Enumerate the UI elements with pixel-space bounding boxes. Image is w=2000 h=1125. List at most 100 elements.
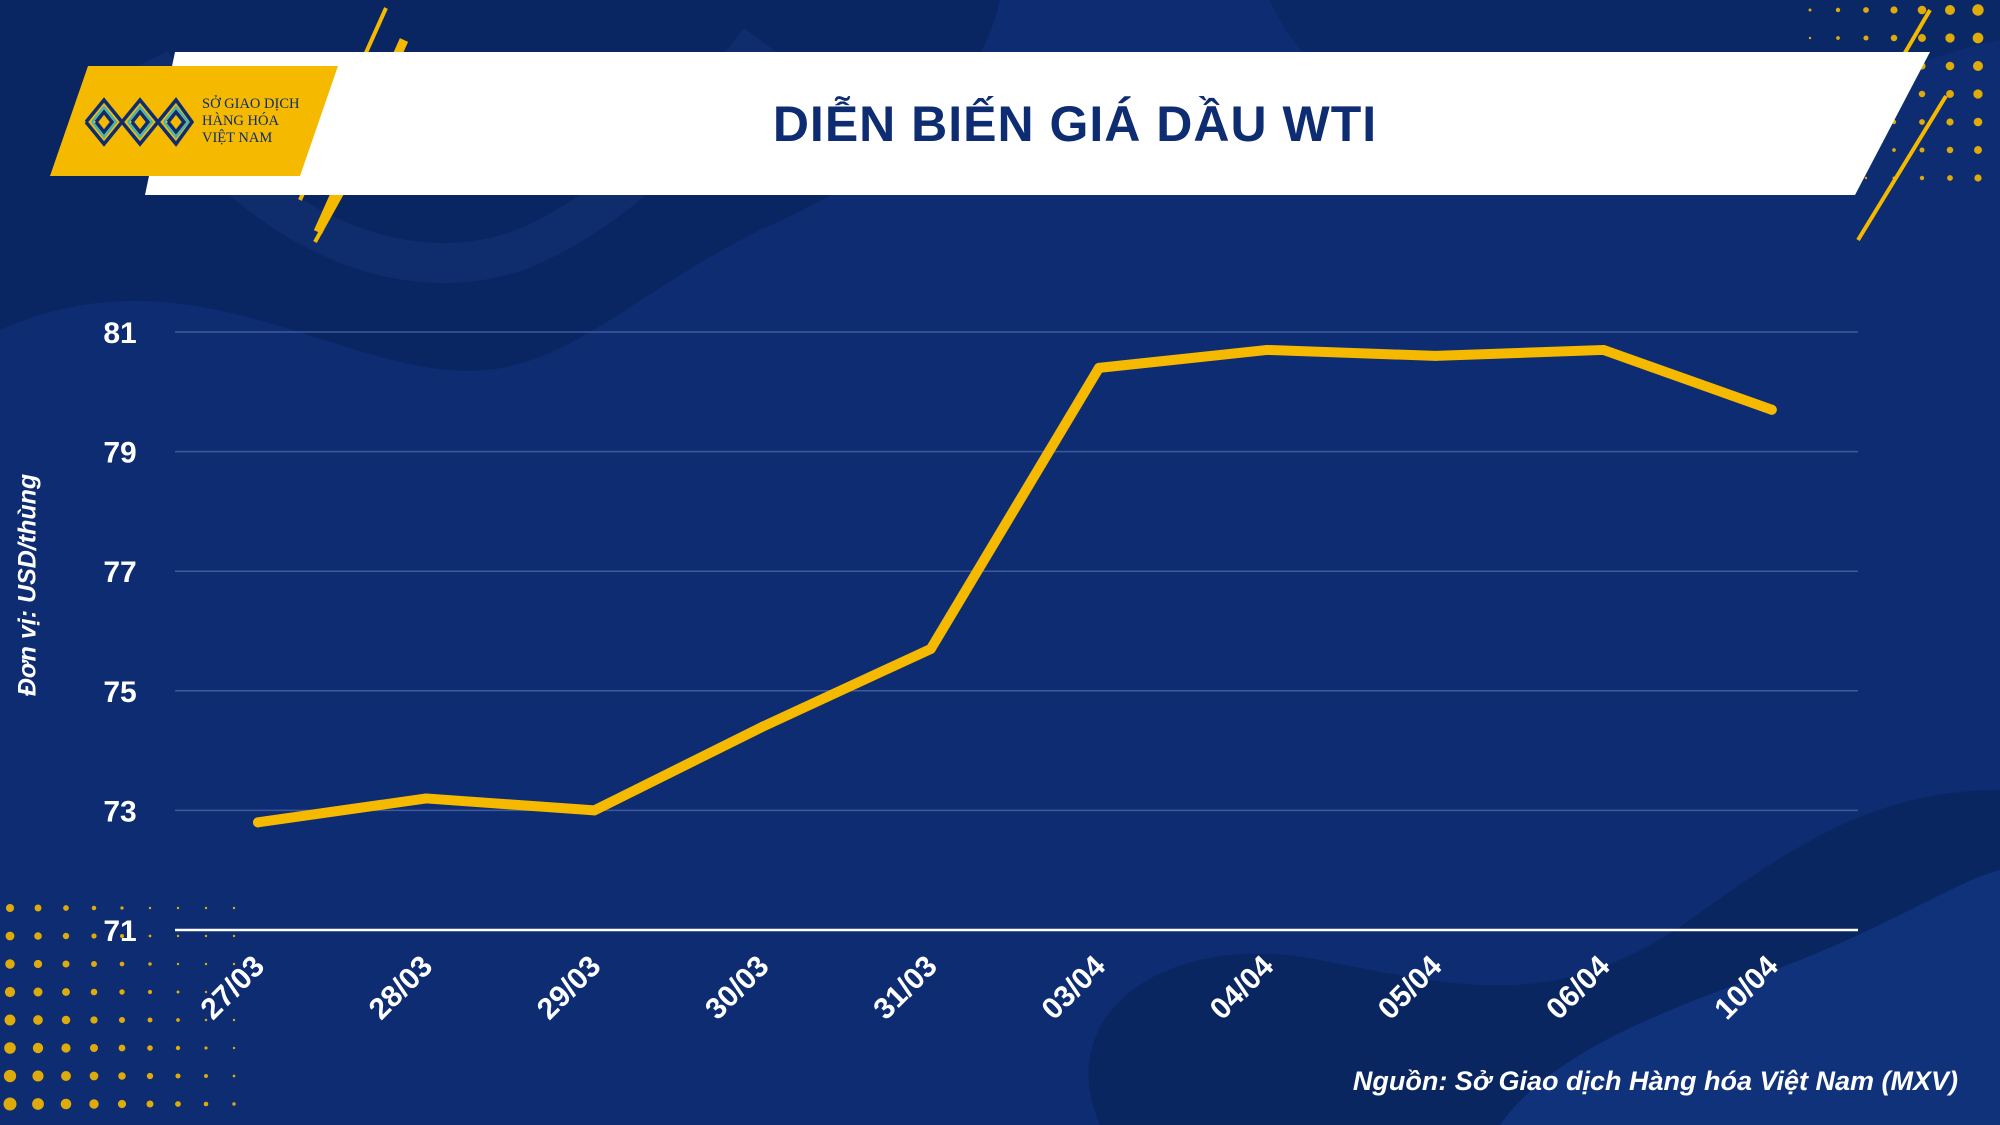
x-tick-label: 30/03 bbox=[699, 950, 775, 1026]
data-point bbox=[589, 805, 600, 816]
data-point bbox=[1262, 344, 1273, 355]
decor-dot bbox=[61, 1015, 71, 1025]
logo-line-2: HÀNG HÓA bbox=[202, 113, 279, 129]
decor-dot bbox=[5, 903, 15, 913]
decor-dot bbox=[1945, 61, 1955, 71]
decor-dot bbox=[204, 962, 208, 966]
logo-line-1: SỞ GIAO DỊCH bbox=[202, 96, 300, 112]
decor-dot bbox=[34, 904, 42, 912]
decor-dot bbox=[89, 1099, 99, 1109]
decor-dot bbox=[176, 906, 180, 910]
data-point bbox=[1766, 404, 1777, 415]
decor-dot bbox=[1919, 119, 1925, 125]
decor-dot bbox=[232, 1102, 236, 1106]
decor-dot bbox=[175, 1073, 181, 1079]
data-point bbox=[925, 643, 936, 654]
decor-dot bbox=[33, 1015, 43, 1025]
y-axis-label: Đơn vị: USD/thùng bbox=[13, 473, 42, 697]
decor-dot bbox=[232, 990, 236, 994]
decor-dot bbox=[1835, 7, 1841, 13]
decor-dot bbox=[232, 906, 236, 910]
decor-dot bbox=[118, 1016, 126, 1024]
decor-dot bbox=[91, 905, 97, 911]
decor-dot bbox=[1974, 146, 1982, 154]
decor-dot bbox=[1863, 35, 1869, 41]
decor-dot bbox=[147, 1017, 153, 1023]
data-point bbox=[253, 817, 263, 828]
decor-dot bbox=[204, 1046, 208, 1050]
decor-dot bbox=[1836, 36, 1840, 40]
decor-dot bbox=[89, 1071, 99, 1081]
decor-dot bbox=[1890, 6, 1898, 14]
decor-dot bbox=[1973, 89, 1983, 99]
decor-dot bbox=[1917, 5, 1927, 15]
decor-dot bbox=[232, 1046, 236, 1050]
decor-dot bbox=[1890, 34, 1898, 42]
decor-dot bbox=[34, 932, 42, 940]
logo-line-3: VIỆT NAM bbox=[202, 130, 273, 146]
y-tick-label: 71 bbox=[103, 915, 136, 948]
data-point bbox=[1598, 344, 1609, 355]
y-tick-label: 81 bbox=[103, 317, 136, 350]
decor-dot bbox=[1972, 32, 1984, 44]
decor-dot bbox=[1892, 148, 1896, 152]
decor-dot bbox=[61, 1071, 71, 1081]
decor-dot bbox=[148, 906, 152, 910]
decor-dot bbox=[90, 1044, 98, 1052]
decor-dot bbox=[62, 960, 70, 968]
decor-dot bbox=[3, 1069, 17, 1083]
decor-dot bbox=[63, 905, 69, 911]
decor-dot bbox=[204, 906, 208, 910]
decor-dot bbox=[32, 1070, 44, 1082]
data-point bbox=[421, 793, 432, 804]
decor-dot bbox=[1973, 61, 1983, 71]
decor-dot bbox=[232, 1074, 236, 1078]
decor-dot bbox=[1946, 118, 1954, 126]
x-tick-label: 10/04 bbox=[1708, 949, 1785, 1026]
x-tick-label: 29/03 bbox=[531, 950, 607, 1026]
decor-dot bbox=[1918, 34, 1926, 42]
decor-dot bbox=[62, 932, 70, 940]
decor-dot bbox=[204, 1018, 208, 1022]
x-tick-label: 27/03 bbox=[195, 950, 271, 1026]
x-axis-ticks: 27/03 28/03 29/03 30/03 31/03 03/04 04/04 05/04… bbox=[195, 949, 1785, 1026]
decor-dot bbox=[1973, 117, 1983, 127]
decor-dot bbox=[33, 959, 43, 969]
y-axis-ticks: 71 73 75 77 79 81 bbox=[103, 317, 136, 948]
x-tick-label: 28/03 bbox=[363, 950, 439, 1026]
decor-dot bbox=[148, 934, 152, 938]
decor-dot bbox=[204, 1074, 208, 1078]
decor-dot bbox=[146, 1072, 154, 1080]
decor-dot bbox=[175, 1101, 181, 1107]
y-tick-label: 79 bbox=[103, 437, 136, 470]
decor-dot bbox=[5, 959, 15, 969]
decor-dot bbox=[176, 990, 180, 994]
x-tick-label: 06/04 bbox=[1540, 949, 1617, 1026]
decor-dot bbox=[204, 934, 208, 938]
decor-dot bbox=[61, 1043, 71, 1053]
decor-dot bbox=[32, 1042, 44, 1054]
logo-text: SỞ GIAO DỊCH HÀNG HÓA VIỆT NAM bbox=[202, 96, 322, 147]
y-tick-label: 75 bbox=[103, 676, 136, 709]
decor-dot bbox=[3, 1097, 17, 1111]
chart-title: DIỄN BIẾN GIÁ DẦU WTI bbox=[772, 95, 1378, 152]
decor-dot bbox=[4, 1042, 16, 1054]
data-point bbox=[1094, 362, 1104, 373]
data-point bbox=[757, 721, 768, 732]
decor-dot bbox=[62, 988, 70, 996]
decor-dot bbox=[118, 1072, 126, 1080]
decor-dot bbox=[91, 933, 97, 939]
decor-dot bbox=[90, 1016, 98, 1024]
decor-dot bbox=[1918, 90, 1926, 98]
source-note: Nguồn: Sở Giao dịch Hàng hóa Việt Nam (M… bbox=[1352, 1066, 1958, 1096]
decor-dot bbox=[1947, 175, 1953, 181]
decor-dot bbox=[1945, 5, 1955, 15]
decor-dot bbox=[5, 931, 15, 941]
decor-dot bbox=[203, 1101, 209, 1107]
decor-dot bbox=[32, 1098, 44, 1110]
decor-dot bbox=[148, 962, 152, 966]
decor-dot bbox=[1945, 33, 1955, 43]
decor-dot bbox=[232, 1018, 236, 1022]
decor-dot bbox=[147, 1045, 153, 1051]
